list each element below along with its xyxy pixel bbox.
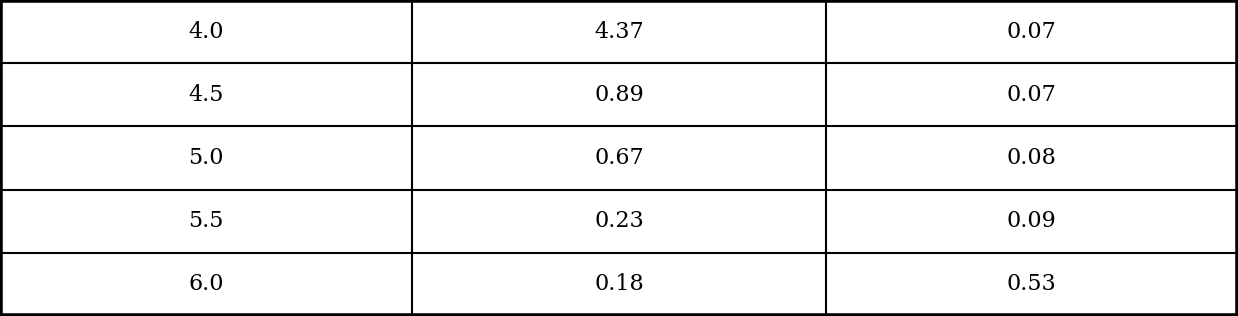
Text: 0.07: 0.07 [1006,21,1057,43]
Text: 6.0: 6.0 [188,273,224,295]
Text: 0.23: 0.23 [594,210,644,232]
Text: 4.5: 4.5 [188,84,224,106]
Text: 0.09: 0.09 [1006,210,1057,232]
Text: 0.89: 0.89 [594,84,644,106]
Text: 0.53: 0.53 [1006,273,1057,295]
Text: 4.37: 4.37 [594,21,644,43]
Text: 0.67: 0.67 [594,147,644,169]
Text: 0.18: 0.18 [594,273,644,295]
Text: 4.0: 4.0 [188,21,224,43]
Text: 5.0: 5.0 [188,147,224,169]
Text: 0.08: 0.08 [1006,147,1057,169]
Text: 0.07: 0.07 [1006,84,1057,106]
Text: 5.5: 5.5 [188,210,224,232]
